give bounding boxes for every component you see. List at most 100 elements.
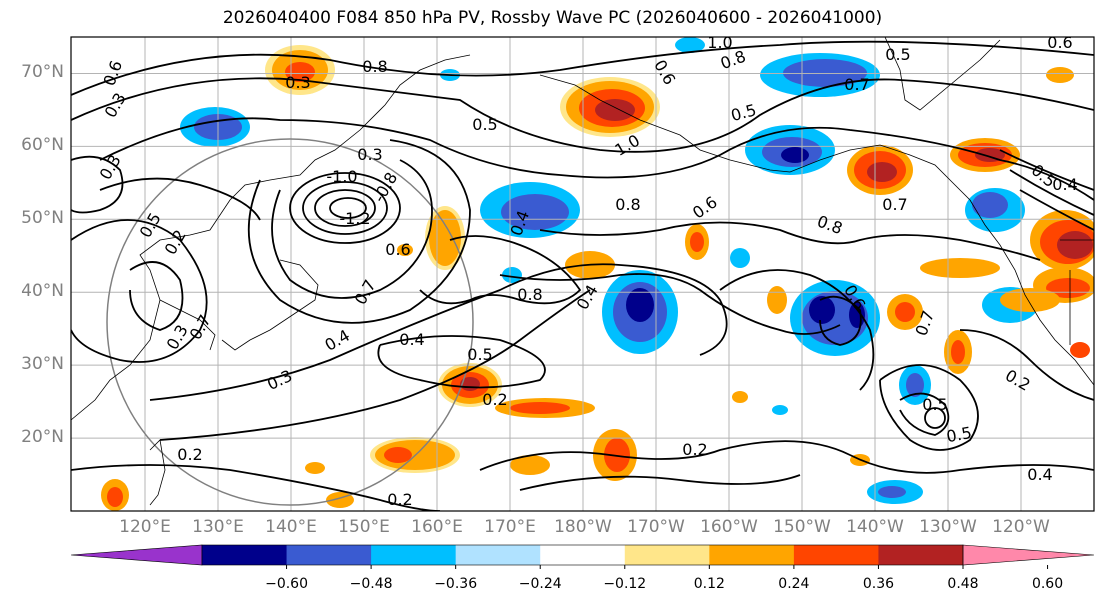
contour-label: 0.2 (387, 490, 412, 509)
contour-line (99, 117, 1094, 201)
positive-anomalies (101, 45, 1094, 511)
contour-label: 0.7 (186, 311, 215, 343)
lat-label: 60°N (21, 135, 64, 156)
lon-label: 120°W (992, 517, 1050, 537)
contour-line (539, 221, 1041, 261)
contour-label: 0.5 (467, 345, 492, 364)
contour-line (899, 392, 950, 436)
lon-label: 120°E (119, 517, 171, 537)
lat-label: 30°N (21, 354, 64, 375)
contour-label: 0.2 (177, 445, 202, 464)
colorbar-tick-label: −0.12 (603, 576, 647, 592)
colorbar-extend-high (962, 544, 1095, 566)
contour-line (819, 295, 862, 346)
contour-label: 0.3 (101, 89, 130, 121)
contour-line (959, 329, 1094, 401)
lon-label: 180°W (554, 517, 612, 537)
lon-label: 140°W (846, 517, 904, 537)
colorbar-tick-label: −0.24 (518, 576, 562, 592)
lon-label: 140°E (265, 517, 317, 537)
contour-label: 0.5 (472, 115, 497, 134)
contour-label: 0.8 (362, 57, 387, 76)
contour-label: 0.5 (885, 45, 910, 64)
contour-label: 0.3 (357, 145, 382, 164)
contour-label: -1.0 (326, 167, 357, 186)
contour-line (924, 407, 946, 429)
colorbar-tick-label: −0.36 (434, 576, 478, 592)
contour-line (71, 77, 1094, 153)
coastlines (71, 37, 1094, 506)
contour-label: 0.4 (1027, 465, 1052, 484)
contour-label: 0.3 (96, 151, 125, 183)
colorbar-bin (371, 545, 457, 565)
contour-label: 0.5 (922, 395, 947, 414)
colorbar-tick-label: 0.60 (1031, 576, 1064, 592)
contour-line (999, 149, 1094, 191)
contour-line (71, 40, 1094, 96)
colorbar-bin (793, 545, 879, 565)
colorbar-outline (201, 544, 964, 566)
contour-line (71, 219, 208, 363)
negative-anomalies (180, 37, 1038, 504)
colorbar-tick-label: −0.48 (349, 576, 393, 592)
colorbar-bin (624, 545, 710, 565)
contour-line (377, 335, 546, 389)
anomaly-shading (101, 37, 1094, 511)
lon-label: 150°W (773, 517, 831, 537)
contour-label: 0.7 (844, 75, 869, 94)
contour-label: 0.3 (285, 73, 310, 92)
philippines-coast (149, 439, 166, 506)
lat-label: 50°N (21, 208, 64, 229)
contour-label: 0.4 (1052, 175, 1077, 194)
lon-label: 170°W (627, 517, 685, 537)
contour-line (71, 155, 124, 214)
contour-line (302, 181, 388, 235)
contour-line (99, 177, 261, 221)
contour-label: 0.5 (729, 100, 759, 125)
colorbar-tick-label: 0.48 (947, 576, 979, 592)
colorbar-bin (286, 545, 372, 565)
lat-label: 70°N (21, 62, 64, 83)
lat-label: 20°N (21, 427, 64, 448)
contour-line (519, 474, 801, 491)
colorbar-tick-label: 0.24 (778, 576, 810, 592)
contour-line (247, 139, 471, 324)
colorbar-extend-low (70, 544, 203, 566)
contour-line (1019, 189, 1094, 231)
contour-label: 0.8 (815, 212, 845, 239)
contour-line (314, 189, 376, 227)
japan-coast (221, 259, 319, 351)
colorbar-bin (455, 545, 541, 565)
lon-label: 170°E (484, 517, 536, 537)
colorbar-bin (202, 545, 288, 565)
map-title: 2026040400 F084 850 hPa PV, Rossby Wave … (222, 8, 883, 28)
contour-line (719, 269, 875, 391)
contour-label: 0.6 (650, 56, 679, 88)
colorbar-bin (878, 545, 964, 565)
contour-label: 0.6 (1047, 33, 1072, 52)
contour-line (149, 263, 728, 401)
contour-line (499, 273, 841, 335)
colorbar-bin (709, 545, 795, 565)
contour-line (419, 235, 582, 305)
contour-label: 0.2 (161, 226, 190, 258)
lon-label: 130°E (192, 517, 244, 537)
contour-label: -0.8 (369, 169, 401, 206)
colorbar-tick-label: −0.60 (265, 576, 308, 592)
contour-label: 0.8 (517, 285, 542, 304)
lon-label: 150°E (338, 517, 390, 537)
contour-label: 0.5 (136, 209, 165, 241)
contour-line (159, 289, 591, 441)
canada-border (884, 37, 1001, 111)
lat-lon-grid (71, 37, 1094, 511)
contour-label: 0.7 (882, 195, 907, 214)
contour-label: 0.7 (351, 276, 380, 308)
lon-label: 160°E (411, 517, 463, 537)
contour-label: 0.4 (321, 326, 353, 355)
contour-line (289, 172, 401, 244)
contour-label: -1.2 (339, 209, 370, 228)
contour-label: 0.8 (615, 195, 640, 214)
contour-line (271, 159, 433, 299)
lon-label: 130°W (919, 517, 977, 537)
